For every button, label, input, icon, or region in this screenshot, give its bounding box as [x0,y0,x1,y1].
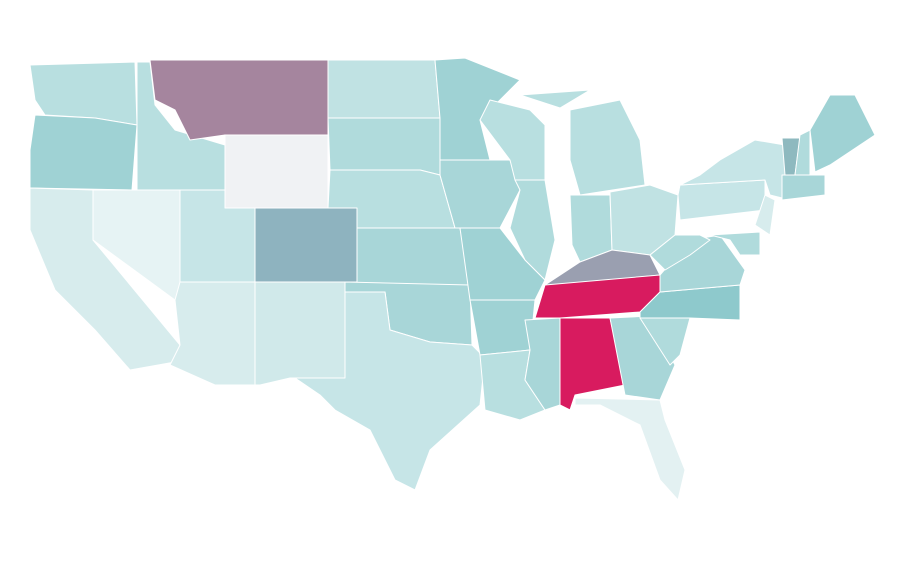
state [254,207,358,283]
state [574,397,686,501]
state [254,281,346,386]
state [509,179,556,281]
state [169,281,256,386]
state [781,174,826,201]
state [454,227,546,301]
state [327,117,441,176]
state [294,291,486,491]
state [569,99,646,196]
state [149,59,329,141]
state [327,59,441,119]
state [29,114,138,191]
state [224,134,329,209]
state [649,234,711,271]
state [469,299,536,356]
state [677,179,766,221]
state [809,94,876,173]
state [709,231,761,256]
state [356,227,471,286]
state [434,57,521,161]
state [519,89,591,109]
state [439,159,521,229]
state [754,194,776,236]
